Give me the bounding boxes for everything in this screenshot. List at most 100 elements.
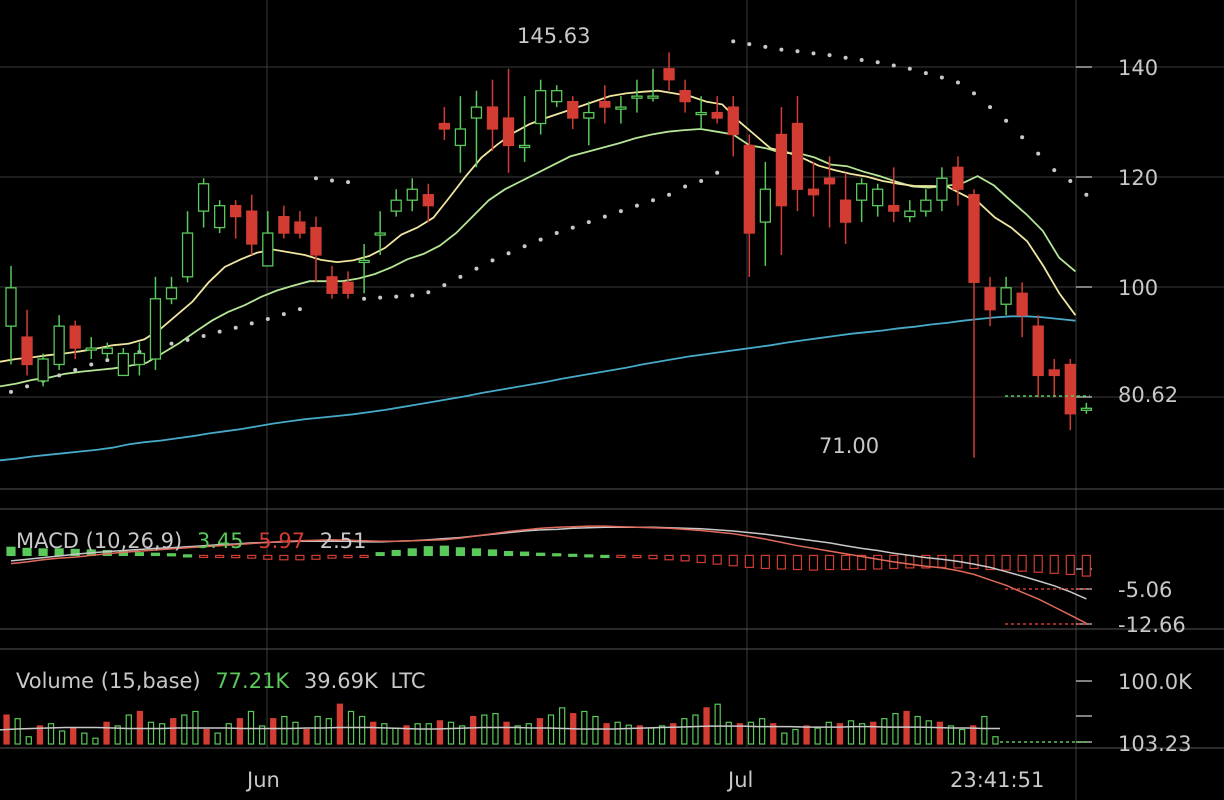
macd-hist-bar: [166, 553, 177, 557]
candle-body: [1032, 325, 1044, 377]
macd-hist-bar: [760, 554, 770, 570]
macd-hist-bar: [905, 554, 915, 569]
volume-value: 77.21K: [215, 669, 290, 693]
volume-bar: [470, 715, 477, 745]
macd-hist-bar: [808, 554, 819, 571]
candle: [326, 265, 338, 299]
macd-hist-bar: [728, 554, 738, 567]
macd-hist-bar: [295, 554, 305, 561]
volume-bar: [636, 725, 644, 745]
psar-dot: [313, 176, 318, 181]
candle: [1064, 359, 1076, 431]
candle: [262, 211, 274, 267]
psar-dot: [57, 373, 62, 378]
candle-body: [502, 117, 515, 147]
psar-dot: [426, 290, 431, 295]
psar-dot: [891, 63, 896, 68]
psar-dot: [410, 293, 415, 298]
psar-dot: [330, 178, 334, 183]
candle-body: [85, 347, 97, 351]
candle: [984, 276, 996, 327]
volume-bar: [781, 732, 788, 745]
candle: [1080, 402, 1092, 414]
psar-dot: [683, 184, 688, 189]
candle-body: [197, 183, 210, 212]
volume-bar: [14, 718, 21, 745]
psar-dot: [249, 321, 254, 326]
candle: [181, 211, 194, 283]
candle: [133, 342, 146, 376]
moving-averages: [0, 89, 1077, 462]
macd-hist-bar: [423, 546, 433, 557]
macd-hist-bar: [536, 552, 546, 557]
macd-hist-bar: [921, 554, 931, 569]
macd-hist-bar: [680, 554, 690, 562]
candle: [502, 68, 515, 173]
psar-dot: [346, 180, 351, 185]
psar-dot: [1036, 151, 1041, 156]
macd-hist-bar: [873, 554, 883, 570]
psar-dot: [233, 325, 238, 330]
price-tick-label: 120: [1118, 166, 1158, 190]
candle-body: [470, 106, 483, 119]
psar-dot: [827, 53, 832, 58]
time-label-jul: Jul: [726, 768, 753, 792]
candle: [679, 79, 691, 113]
ma-long-line: [0, 315, 1076, 462]
macd-hist-bar: [792, 554, 803, 571]
candle: [454, 96, 467, 173]
volume-bar: [425, 723, 432, 745]
volume-bar: [536, 718, 544, 745]
macd-hist-bar: [455, 547, 465, 557]
volume-bar: [92, 737, 99, 745]
candle: [165, 276, 178, 305]
candle-body: [133, 352, 146, 366]
candle: [246, 194, 258, 255]
volume-bar: [325, 718, 332, 745]
candle: [197, 178, 210, 228]
macd-hist-bar: [22, 547, 32, 557]
volume-bar: [592, 715, 599, 745]
macd-hist-bar: [616, 554, 626, 559]
candle: [53, 315, 65, 370]
macd-hist-bar: [359, 554, 369, 559]
candle-body: [342, 281, 354, 294]
candle: [69, 320, 81, 359]
candle: [5, 265, 17, 365]
candle-body: [936, 177, 948, 201]
candle: [791, 96, 804, 212]
candle-body: [952, 166, 964, 190]
volume-bar: [436, 720, 444, 745]
psar-dot: [217, 329, 222, 334]
psar-dot: [281, 312, 286, 317]
candle-body: [37, 358, 49, 382]
candle-body: [631, 95, 643, 99]
volume-bar: [25, 736, 32, 745]
volume-bar: [770, 723, 777, 745]
candle-body: [21, 336, 33, 366]
candle-body: [422, 194, 434, 207]
candle-body: [920, 199, 932, 212]
candle: [856, 178, 868, 223]
psar-dot: [875, 60, 880, 65]
macd-hist-bar: [632, 554, 642, 559]
macd-hist-bar: [279, 554, 289, 561]
candle-body: [101, 347, 113, 355]
volume-bar: [236, 718, 244, 745]
psar-dot: [474, 266, 479, 271]
candle-body: [583, 111, 595, 119]
candle-body: [535, 90, 547, 125]
psar-dot: [843, 55, 848, 60]
candle: [358, 244, 370, 294]
volume-bar: [481, 714, 488, 745]
candle: [1032, 315, 1044, 398]
parabolic-sar: [9, 39, 1089, 394]
psar-dot: [699, 179, 704, 184]
macd-hist-bar: [1065, 554, 1075, 576]
high-annotation: 145.63: [517, 24, 590, 48]
macd-hist-bar: [182, 554, 193, 558]
volume-bar: [547, 714, 555, 745]
candle-body: [374, 232, 386, 236]
macd-hist-bar: [263, 554, 273, 560]
